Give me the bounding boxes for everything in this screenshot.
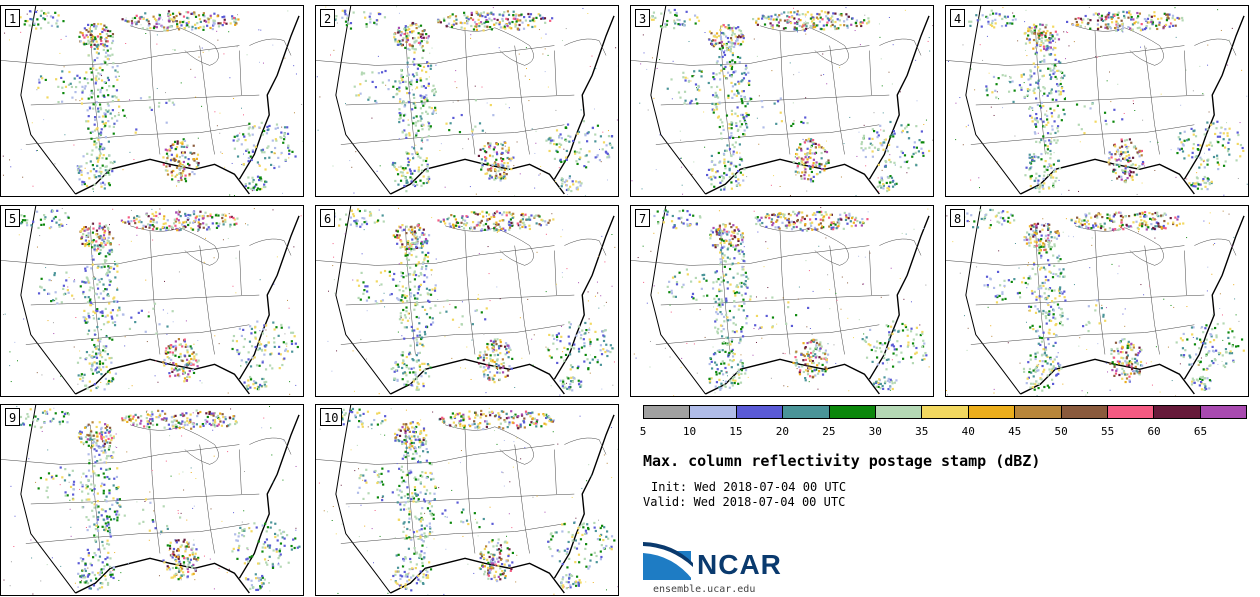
colorbar-tick: 15 [729, 425, 743, 438]
ensemble-member-panel: 10 [315, 404, 619, 596]
member-number: 7 [635, 209, 651, 227]
member-number: 10 [320, 408, 343, 426]
colorbar-segment [690, 406, 737, 418]
member-number: 4 [950, 9, 966, 27]
valid-time: Valid: Wed 2018-07-04 00 UTC [643, 495, 846, 509]
colorbar-segment [922, 406, 969, 418]
init-time: Init: Wed 2018-07-04 00 UTC [651, 480, 847, 494]
colorbar-segment [1015, 406, 1062, 418]
ensemble-member-panel: 4 [945, 5, 1249, 197]
ensemble-member-panel: 9 [0, 404, 304, 596]
ensemble-member-panel: 8 [945, 205, 1249, 397]
radar-map [316, 6, 618, 196]
colorbar-segment [875, 406, 923, 418]
colorbar-tick: 35 [915, 425, 929, 438]
colorbar-tick: 30 [868, 425, 882, 438]
ncar-logo-icon [643, 542, 693, 580]
colorbar-tick: 25 [822, 425, 836, 438]
colorbar-tick-labels: 5 10 15 20 25 30 35 40 45 50 55 60 65 [639, 425, 1247, 439]
colorbar-tick: 55 [1100, 425, 1115, 438]
colorbar-segment [1200, 406, 1247, 418]
colorbar-tick: 60 [1147, 425, 1161, 438]
member-number: 8 [950, 209, 966, 227]
colorbar-segment [1154, 406, 1201, 418]
radar-map [631, 6, 933, 196]
member-number: 2 [320, 9, 336, 27]
member-number: 5 [5, 209, 21, 227]
logo-url: ensemble.ucar.edu [653, 584, 756, 595]
radar-map [1, 206, 302, 395]
figure-title: Max. column reflectivity postage stamp (… [643, 452, 1041, 470]
ncar-logo-text: NCAR [697, 549, 782, 580]
ensemble-member-panel: 6 [315, 205, 619, 397]
ensemble-member-panel: 2 [315, 5, 619, 197]
colorbar-segment [644, 406, 691, 418]
radar-map [316, 206, 616, 396]
radar-map [631, 206, 930, 396]
colorbar-tick: 50 [1054, 425, 1068, 438]
colorbar-tick: 5 [639, 425, 647, 438]
colorbar-tick: 40 [961, 425, 975, 438]
radar-map [316, 405, 618, 595]
member-number: 6 [320, 209, 336, 227]
colorbar-segment [1061, 406, 1108, 418]
radar-map [1, 6, 303, 196]
radar-map [946, 6, 1248, 196]
member-number: 1 [5, 9, 21, 27]
colorbar-tick: 10 [682, 425, 697, 438]
reflectivity-colorbar [643, 405, 1247, 419]
colorbar-tick: 45 [1008, 425, 1022, 438]
radar-map [1, 405, 301, 595]
colorbar-segment [968, 406, 1016, 418]
member-number: 9 [5, 408, 21, 426]
ensemble-member-panel: 5 [0, 205, 304, 397]
radar-map [946, 206, 1248, 396]
member-number: 3 [635, 9, 651, 27]
ensemble-member-panel: 3 [630, 5, 934, 197]
colorbar-segment [1107, 406, 1155, 418]
colorbar-segment [736, 406, 784, 418]
ensemble-member-panel: 1 [0, 5, 304, 197]
colorbar-segment [829, 406, 876, 418]
colorbar-tick: 65 [1193, 425, 1208, 438]
colorbar-tick: 20 [775, 425, 789, 438]
ensemble-member-panel: 7 [630, 205, 934, 397]
colorbar-segment [783, 406, 830, 418]
